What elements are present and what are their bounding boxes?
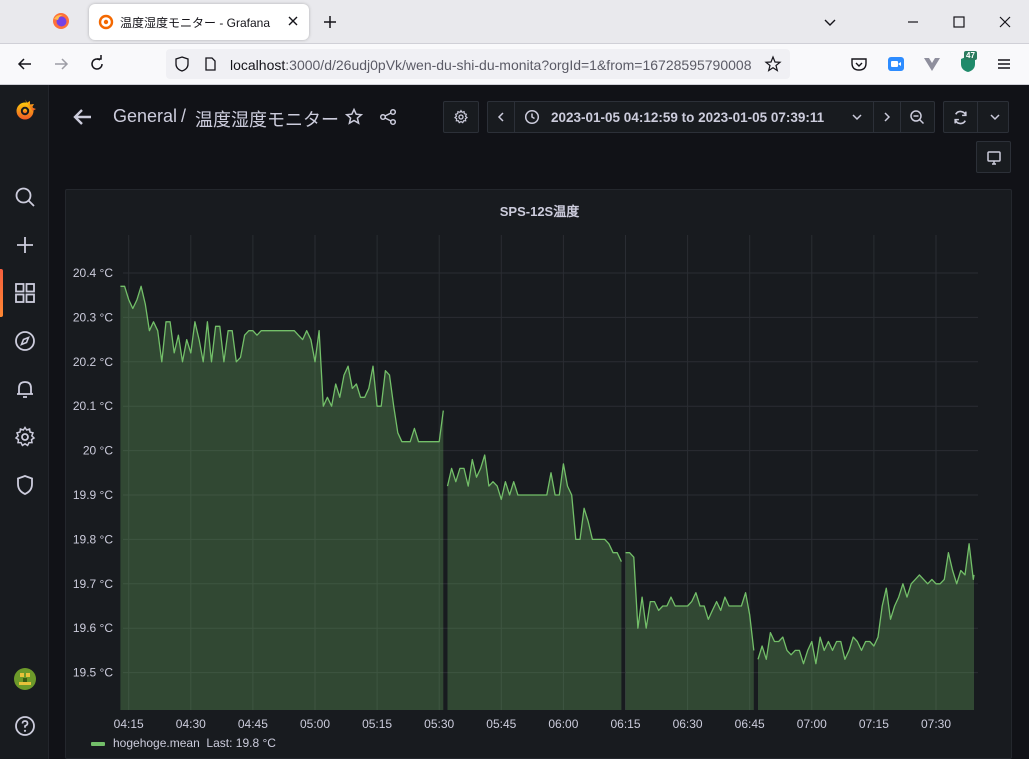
search-icon[interactable] [13, 185, 37, 209]
x-tick-label: 05:30 [424, 717, 454, 731]
series-area-fill [758, 544, 974, 710]
firefox-icon[interactable] [52, 12, 70, 30]
y-tick-label: 20.1 °C [73, 399, 113, 413]
y-tick-label: 20 °C [83, 444, 113, 458]
page-info-icon[interactable] [202, 56, 218, 72]
forward-icon[interactable] [51, 54, 71, 74]
breadcrumb-separator: / [181, 106, 186, 127]
dashboards-icon[interactable] [13, 281, 37, 305]
x-tick-label: 06:15 [610, 717, 640, 731]
x-tick-label: 06:30 [673, 717, 703, 731]
y-tick-label: 19.5 °C [73, 666, 113, 680]
vue-devtools-icon[interactable] [922, 54, 942, 74]
y-tick-label: 20.4 °C [73, 266, 113, 280]
reload-icon[interactable] [87, 54, 107, 74]
time-series-panel: SPS-12S温度 20.4 °C 20.3 °C 20.2 °C 20.1 °C 20… [65, 189, 1012, 759]
time-shift-forward-chevron-icon[interactable] [880, 110, 894, 124]
y-tick-label: 20.2 °C [73, 355, 113, 369]
alerting-bell-icon[interactable] [13, 377, 37, 401]
refresh-icon[interactable] [952, 109, 969, 126]
tab-title: 温度湿度モニター - Grafana [120, 14, 270, 31]
grafana-side-menu [0, 85, 49, 759]
dashboard-title[interactable]: 温度湿度モニター [195, 106, 339, 132]
y-tick-label: 19.8 °C [73, 532, 113, 546]
time-picker-group: 2023-01-05 04:12:59 to 2023-01-05 07:39:… [487, 101, 935, 133]
legend-item[interactable]: hogehoge.mean Last: 19.8 °C [91, 736, 276, 750]
series-area-fill [448, 455, 622, 710]
create-plus-icon[interactable] [13, 233, 37, 257]
divider [977, 102, 978, 132]
refresh-group [943, 101, 1009, 133]
divider [873, 102, 874, 132]
x-tick-label: 07:15 [859, 717, 889, 731]
time-range-label[interactable]: 2023-01-05 04:12:59 to 2023-01-05 07:39:… [551, 110, 824, 125]
explore-compass-icon[interactable] [13, 329, 37, 353]
monitor-icon [986, 150, 1002, 166]
y-tick-label: 19.6 °C [73, 621, 113, 635]
legend-series-name: hogehoge.mean [113, 736, 200, 750]
share-icon[interactable] [378, 107, 398, 127]
close-tab-icon[interactable] [285, 13, 301, 29]
help-icon[interactable] [13, 714, 37, 738]
zoom-out-icon[interactable] [909, 109, 925, 125]
grafana-logo-icon[interactable] [13, 98, 37, 122]
time-range-dropdown-chevron-icon[interactable] [850, 110, 864, 124]
extension-badge: 47 [964, 51, 977, 60]
hamburger-menu-icon[interactable] [994, 54, 1014, 74]
new-tab-plus-icon[interactable] [320, 12, 340, 32]
x-tick-label: 04:45 [238, 717, 268, 731]
legend-last-value: Last: 19.8 °C [206, 736, 276, 750]
temperature-chart[interactable]: 20.4 °C 20.3 °C 20.2 °C 20.1 °C 20 °C 19.9 °C… [66, 190, 1013, 759]
url-text: localhost:3000/d/26udj0pVk/wen-du-shi-du… [230, 57, 756, 73]
configuration-gear-icon[interactable] [13, 425, 37, 449]
bookmark-star-icon[interactable] [764, 55, 782, 73]
divider [900, 102, 901, 132]
legend-color-swatch [91, 742, 105, 746]
time-shift-back-chevron-icon[interactable] [494, 110, 508, 124]
url-bar[interactable]: localhost:3000/d/26udj0pVk/wen-du-shi-du… [166, 49, 790, 79]
browser-tab-active[interactable]: 温度湿度モニター - Grafana [89, 4, 309, 40]
series-area-fill [626, 553, 754, 710]
x-tick-label: 04:30 [176, 717, 206, 731]
zoom-extension-icon[interactable] [886, 54, 906, 74]
settings-gear-icon [453, 109, 469, 125]
x-tick-label: 07:00 [797, 717, 827, 731]
y-tick-label: 19.7 °C [73, 577, 113, 591]
x-tick-label: 06:45 [735, 717, 765, 731]
maximize-window-icon[interactable] [949, 12, 969, 32]
list-all-tabs-chevron-icon[interactable] [820, 12, 840, 32]
clock-icon [524, 109, 540, 125]
breadcrumb-folder-link[interactable]: General [113, 106, 177, 127]
divider [514, 102, 515, 132]
server-admin-shield-icon[interactable] [13, 473, 37, 497]
browser-tab-bar: 温度湿度モニター - Grafana [0, 0, 1029, 44]
series-area-fill [120, 286, 443, 710]
minimize-window-icon[interactable] [903, 12, 923, 32]
browser-nav-bar: localhost:3000/d/26udj0pVk/wen-du-shi-du… [0, 44, 1029, 85]
pocket-icon[interactable] [849, 54, 869, 74]
dashboard-settings-button[interactable] [443, 101, 479, 133]
x-tick-label: 05:45 [486, 717, 516, 731]
y-tick-label: 19.9 °C [73, 488, 113, 502]
tracking-shield-icon[interactable] [174, 56, 190, 72]
refresh-interval-chevron-icon[interactable] [988, 110, 1002, 124]
x-tick-label: 05:00 [300, 717, 330, 731]
cycle-view-mode-button[interactable] [976, 141, 1011, 173]
close-window-icon[interactable] [995, 12, 1015, 32]
user-avatar-icon[interactable] [13, 667, 37, 691]
x-tick-label: 07:30 [921, 717, 951, 731]
favorite-star-icon[interactable] [344, 107, 364, 127]
x-tick-label: 06:00 [548, 717, 578, 731]
back-arrow-icon[interactable] [71, 105, 95, 129]
grafana-favicon-icon [98, 14, 114, 30]
y-tick-label: 20.3 °C [73, 310, 113, 324]
dashboard-nav-bar: General / 温度湿度モニター 2023-01-05 04:12:59 t… [49, 85, 1029, 147]
x-tick-label: 04:15 [114, 717, 144, 731]
x-tick-label: 05:15 [362, 717, 392, 731]
active-indicator [0, 269, 3, 317]
back-icon[interactable] [15, 54, 35, 74]
